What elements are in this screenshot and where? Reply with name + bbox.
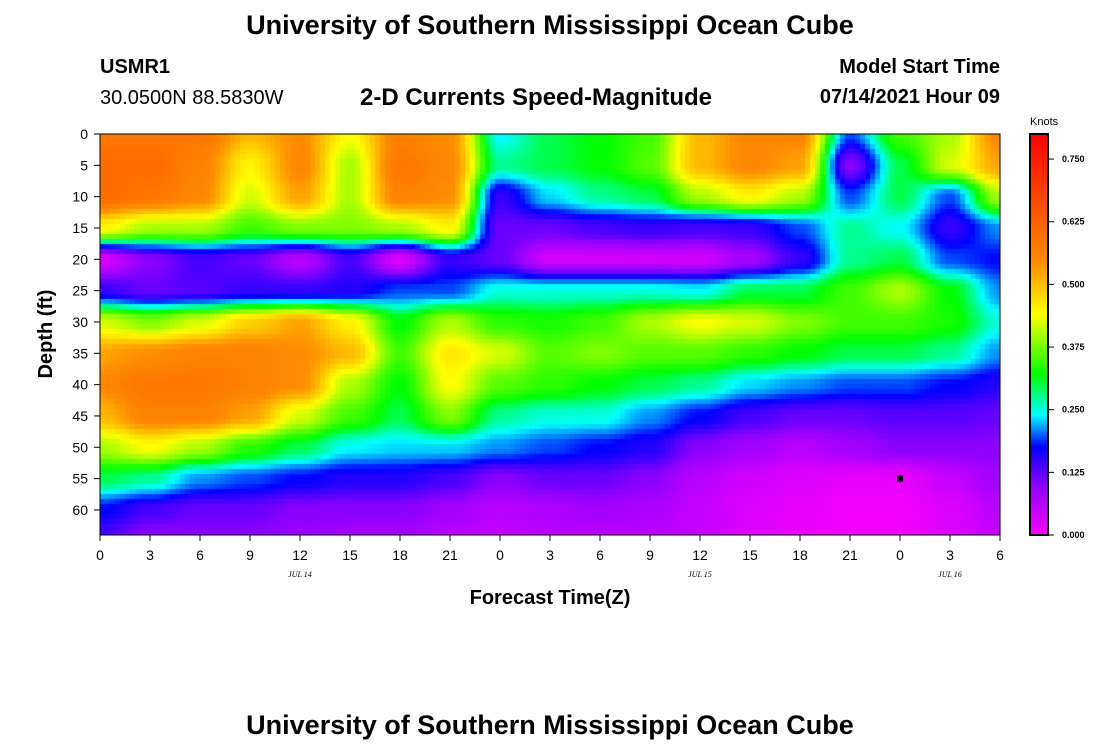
x-tick-label: 21 (842, 547, 858, 563)
day-label: JUL 14 (288, 570, 312, 579)
main-title-bottom: University of Southern Mississippi Ocean… (246, 710, 854, 740)
chart-title: 2-D Currents Speed-Magnitude (360, 84, 713, 111)
x-tick-label: 18 (792, 547, 808, 563)
y-tick-label: 45 (72, 408, 88, 424)
y-axis: 0 5 10 15 20 25 30 35 40 45 50 55 60 (72, 126, 100, 518)
colorbar-tick-label: 0.750 (1062, 154, 1085, 164)
x-axis-label: Forecast Time(Z) (470, 587, 631, 609)
y-axis-label: Depth (ft) (35, 290, 57, 379)
y-tick-label: 55 (72, 471, 88, 487)
station-coordinates: 30.0500N 88.5830W (100, 87, 284, 109)
colorbar-tick-label: 0.250 (1062, 405, 1085, 415)
y-tick-label: 60 (72, 502, 88, 518)
x-tick-label: 9 (246, 547, 254, 563)
y-tick-label: 35 (72, 345, 88, 361)
x-axis: 0 3 6 9 12 15 18 21 0 3 6 9 12 15 18 21 0 3 6 JUL 14 JUL 15 J… (96, 535, 1004, 579)
x-tick-label: 9 (646, 547, 654, 563)
x-tick-label: 18 (392, 547, 408, 563)
x-tick-label: 6 (596, 547, 604, 563)
x-tick-label: 6 (996, 547, 1004, 563)
colorbar-tick-label: 0.375 (1062, 342, 1085, 352)
x-tick-label: 6 (196, 547, 204, 563)
x-tick-label: 21 (442, 547, 458, 563)
data-marker (897, 475, 903, 482)
x-tick-label: 15 (742, 547, 758, 563)
y-tick-label: 25 (72, 283, 88, 299)
y-tick-label: 50 (72, 439, 88, 455)
y-tick-label: 5 (80, 157, 88, 173)
x-tick-label: 3 (546, 547, 554, 563)
colorbar-tick-label: 0.000 (1062, 530, 1085, 540)
x-tick-label: 12 (692, 547, 708, 563)
main-title-top: University of Southern Mississippi Ocean… (246, 10, 854, 40)
marker-layer (897, 475, 903, 482)
y-tick-label: 15 (72, 220, 88, 236)
y-tick-label: 20 (72, 251, 88, 267)
y-tick-label: 30 (72, 314, 88, 330)
x-tick-label: 12 (292, 547, 308, 563)
model-start-value: 07/14/2021 Hour 09 (819, 86, 1000, 108)
day-label: JUL 16 (938, 570, 962, 579)
y-tick-label: 40 (72, 377, 88, 393)
colorbar-tick-label: 0.125 (1062, 467, 1085, 477)
colorbar-label: Knots (1030, 116, 1059, 128)
colorbar (1029, 133, 1049, 536)
colorbar-tick-label: 0.625 (1062, 217, 1085, 227)
colorbar-ticks: 0.000 0.125 0.250 0.375 0.500 0.625 0.750 (1048, 154, 1085, 540)
station-id: USMR1 (100, 56, 171, 78)
heatmap-canvas (100, 134, 1000, 535)
x-tick-label: 15 (342, 547, 358, 563)
day-label: JUL 15 (688, 570, 712, 579)
x-tick-label: 0 (496, 547, 504, 563)
x-tick-label: 0 (96, 547, 104, 563)
colorbar-tick-label: 0.500 (1062, 279, 1085, 289)
y-tick-label: 0 (80, 126, 88, 142)
x-tick-label: 3 (146, 547, 154, 563)
x-tick-label: 3 (946, 547, 954, 563)
y-tick-label: 10 (72, 189, 88, 205)
model-start-label: Model Start Time (839, 56, 1000, 78)
heatmap-area (100, 134, 1000, 535)
x-tick-label: 0 (896, 547, 904, 563)
